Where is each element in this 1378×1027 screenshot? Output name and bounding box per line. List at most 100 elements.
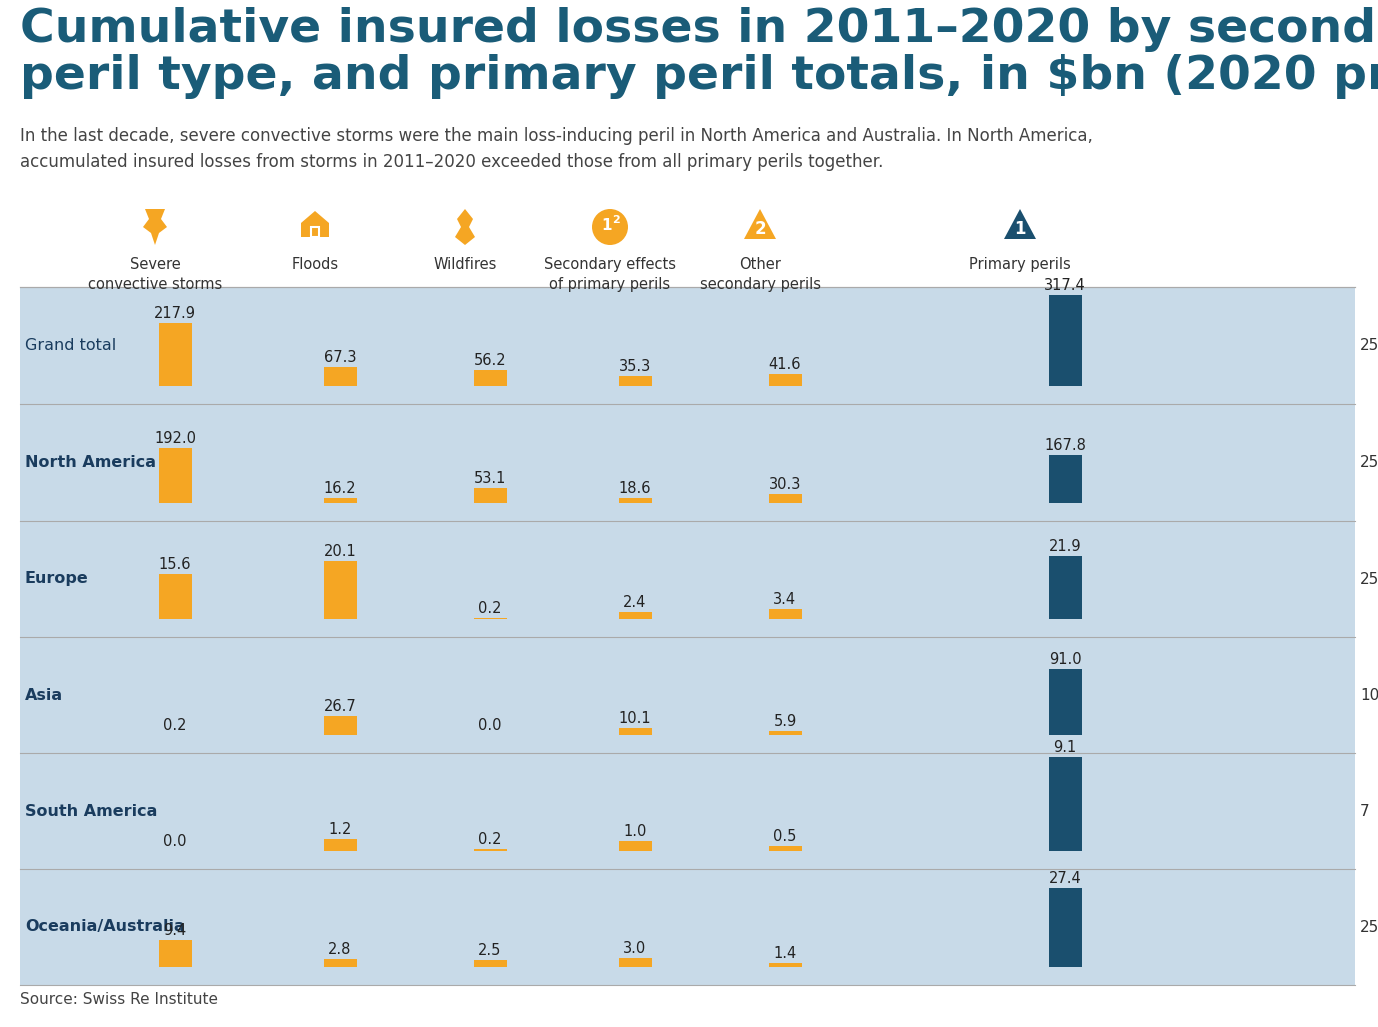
Text: 0.5: 0.5: [773, 829, 796, 844]
Text: 2.5: 2.5: [478, 943, 502, 958]
Bar: [1049, 556, 1082, 619]
Bar: [158, 324, 192, 386]
Text: 26.7: 26.7: [324, 698, 357, 714]
Text: Source: Swiss Re Institute: Source: Swiss Re Institute: [21, 992, 218, 1007]
Text: 35.3: 35.3: [619, 358, 652, 374]
Text: Floods: Floods: [291, 257, 339, 272]
Bar: [158, 574, 192, 619]
Polygon shape: [1005, 210, 1036, 239]
Text: 25: 25: [1360, 919, 1378, 935]
Bar: [769, 609, 802, 619]
Bar: [769, 963, 802, 967]
Bar: [474, 370, 507, 386]
Text: 167.8: 167.8: [1045, 438, 1086, 453]
Bar: [158, 940, 192, 967]
Text: Oceania/Australia: Oceania/Australia: [25, 919, 185, 935]
Bar: [1049, 455, 1082, 503]
Text: 9.4: 9.4: [164, 923, 186, 938]
Text: 0.2: 0.2: [478, 832, 502, 847]
Bar: [619, 612, 652, 619]
Text: 2: 2: [754, 220, 766, 238]
Text: 0.2: 0.2: [478, 602, 502, 616]
Bar: [619, 958, 652, 967]
Text: 1: 1: [1014, 220, 1025, 238]
Text: Other
secondary perils: Other secondary perils: [700, 257, 820, 292]
Text: 0.0: 0.0: [163, 834, 187, 849]
Text: 91.0: 91.0: [1049, 652, 1082, 668]
Text: Asia: Asia: [25, 687, 63, 702]
Bar: [474, 960, 507, 967]
Text: 53.1: 53.1: [474, 470, 506, 486]
Polygon shape: [455, 210, 475, 245]
Bar: [1049, 670, 1082, 735]
Bar: [619, 728, 652, 735]
Text: Severe
convective storms: Severe convective storms: [88, 257, 222, 292]
Text: 1.0: 1.0: [623, 824, 646, 839]
Text: 0.0: 0.0: [478, 718, 502, 733]
Bar: [324, 716, 357, 735]
Circle shape: [593, 210, 628, 245]
Polygon shape: [744, 210, 776, 239]
Text: 27.4: 27.4: [1049, 871, 1082, 886]
Bar: [158, 448, 192, 503]
Text: 3.4: 3.4: [773, 593, 796, 607]
Text: Wildfires: Wildfires: [433, 257, 496, 272]
Bar: [769, 731, 802, 735]
Text: 9.1: 9.1: [1053, 740, 1076, 756]
Text: 2: 2: [612, 215, 620, 225]
Text: 250: 250: [1360, 338, 1378, 353]
Bar: [324, 561, 357, 619]
Text: Primary perils: Primary perils: [969, 257, 1071, 272]
Text: 1: 1: [602, 219, 612, 233]
Text: Secondary effects
of primary perils: Secondary effects of primary perils: [544, 257, 677, 292]
Text: 20.1: 20.1: [324, 544, 357, 559]
Bar: [769, 374, 802, 386]
Text: 21.9: 21.9: [1049, 539, 1082, 554]
Text: 217.9: 217.9: [154, 306, 196, 321]
Text: 15.6: 15.6: [158, 557, 192, 572]
Bar: [1049, 295, 1082, 386]
Bar: [619, 498, 652, 503]
Bar: [619, 841, 652, 851]
Text: 16.2: 16.2: [324, 482, 357, 496]
Text: 1.4: 1.4: [773, 946, 796, 961]
Text: Europe: Europe: [25, 571, 88, 586]
Polygon shape: [143, 210, 167, 245]
Text: 3.0: 3.0: [623, 942, 646, 956]
Text: peril type, and primary peril totals, in $bn (2020 prices): peril type, and primary peril totals, in…: [21, 54, 1378, 99]
Bar: [1049, 757, 1082, 851]
Text: 10.1: 10.1: [619, 711, 652, 726]
Bar: [21, 287, 1355, 985]
Bar: [324, 367, 357, 386]
Text: 317.4: 317.4: [1045, 277, 1086, 293]
Text: 250: 250: [1360, 455, 1378, 470]
Bar: [311, 227, 318, 237]
Text: 2.8: 2.8: [328, 942, 351, 957]
Text: 0.2: 0.2: [163, 718, 187, 733]
Polygon shape: [300, 211, 329, 237]
Text: In the last decade, severe convective storms were the main loss-inducing peril i: In the last decade, severe convective st…: [21, 127, 1093, 172]
Bar: [324, 959, 357, 967]
Text: 18.6: 18.6: [619, 481, 652, 496]
Text: 2.4: 2.4: [623, 595, 646, 610]
Text: 5.9: 5.9: [773, 714, 796, 729]
Text: 192.0: 192.0: [154, 430, 196, 446]
Text: 41.6: 41.6: [769, 357, 801, 372]
Bar: [769, 494, 802, 503]
Bar: [324, 498, 357, 503]
Text: Grand total: Grand total: [25, 338, 116, 353]
Text: 7: 7: [1360, 803, 1370, 819]
Bar: [769, 846, 802, 851]
Bar: [324, 839, 357, 851]
Text: 67.3: 67.3: [324, 349, 357, 365]
Bar: [474, 488, 507, 503]
Text: 25: 25: [1360, 571, 1378, 586]
Text: 1.2: 1.2: [328, 822, 351, 837]
Text: 100: 100: [1360, 687, 1378, 702]
Text: Cumulative insured losses in 2011–2020 by secondary: Cumulative insured losses in 2011–2020 b…: [21, 7, 1378, 52]
Text: North America: North America: [25, 455, 156, 470]
Bar: [1049, 888, 1082, 967]
Text: 30.3: 30.3: [769, 478, 801, 492]
Bar: [619, 376, 652, 386]
Text: South America: South America: [25, 803, 157, 819]
